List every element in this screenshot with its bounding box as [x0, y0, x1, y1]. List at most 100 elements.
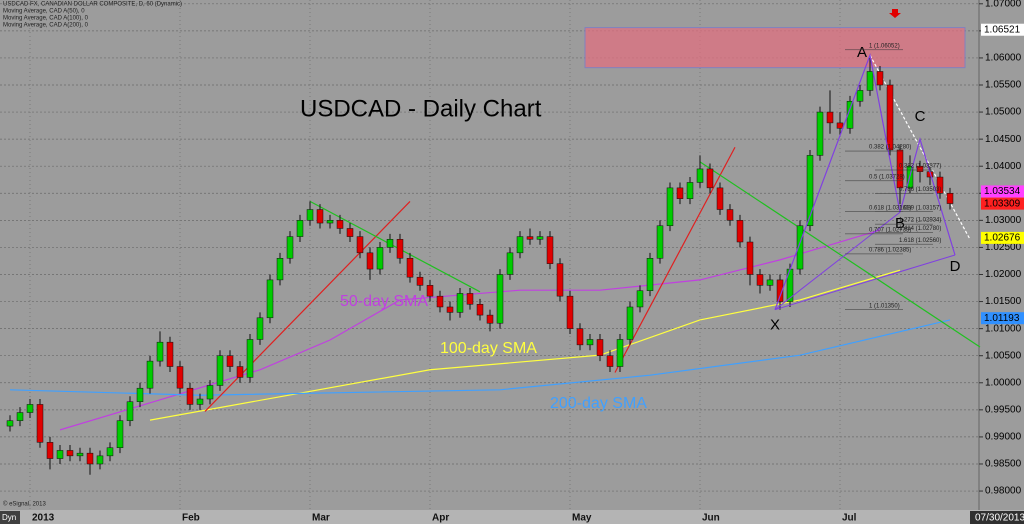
candle-body	[326, 220, 334, 224]
candle-body	[566, 295, 574, 329]
fib-label: 1.414 (1.02780)	[899, 226, 941, 232]
price-tag-label: 1.03534	[984, 186, 1021, 197]
candle-body	[726, 209, 734, 221]
candle-body	[576, 328, 584, 346]
candle-body	[296, 220, 304, 237]
y-tick-label: 1.04500	[985, 134, 1022, 145]
candle-body	[456, 293, 464, 313]
candle-body	[946, 193, 954, 204]
candle-body	[746, 241, 754, 275]
candle-body	[686, 182, 694, 199]
candle-body	[736, 220, 744, 243]
candle-body	[116, 420, 124, 448]
price-tag-label: 1.03309	[984, 198, 1021, 209]
candle-body	[546, 236, 554, 264]
x-tick-label: Apr	[432, 513, 449, 524]
y-tick-label: 0.99500	[985, 404, 1022, 415]
candle-body	[826, 111, 834, 124]
sma-line	[149, 269, 901, 421]
corner-label: Dyn	[2, 513, 16, 522]
x-axis-band	[0, 510, 1024, 524]
candle-body	[796, 225, 804, 270]
x-tick-label: Jun	[702, 513, 720, 524]
y-tick-label: 1.06000	[985, 53, 1022, 64]
candle-body	[916, 165, 924, 172]
candle-body	[96, 455, 104, 465]
arrow-icon	[889, 9, 901, 18]
header-line: Moving Average, CAD A(200), 0	[3, 23, 89, 29]
fib-label: 0.382 (1.04280)	[869, 145, 911, 151]
candle-body	[126, 401, 134, 421]
x-tick-label: Feb	[182, 513, 200, 524]
sma-line	[59, 229, 881, 431]
price-tag	[981, 185, 1024, 198]
candle-body	[136, 387, 144, 402]
candle-body	[166, 341, 174, 367]
y-tick-label: 1.02500	[985, 242, 1022, 253]
candle-body	[776, 279, 784, 302]
candle-body	[876, 71, 884, 86]
candle-body	[86, 452, 94, 465]
y-tick-label: 1.05500	[985, 80, 1022, 91]
header-line: USDCAD FX, CANADIAN DOLLAR COMPOSITE, D,…	[3, 2, 182, 8]
candle-body	[466, 293, 474, 305]
candle-body	[146, 360, 154, 389]
date-label: 07/30/2013	[975, 513, 1024, 524]
candle-body	[206, 385, 214, 400]
candle-body	[336, 220, 344, 229]
candle-body	[476, 304, 484, 316]
candle-body	[376, 247, 384, 270]
date-box	[970, 511, 1024, 524]
price-tag-label: 1.02676	[984, 233, 1021, 244]
candle-body	[26, 404, 34, 413]
candle-body	[596, 339, 604, 356]
candle-body	[506, 252, 514, 275]
pattern-label: D	[950, 258, 961, 275]
x-tick-label: 2013	[32, 513, 55, 524]
resistance-zone	[584, 27, 966, 69]
fib-label: 0.5 (1.03728)	[869, 174, 905, 180]
y-tick-label: 1.07000	[985, 0, 1022, 9]
candle-body	[436, 295, 444, 308]
candle-body	[226, 355, 234, 367]
candle-body	[216, 355, 224, 386]
pattern-label: B	[895, 215, 905, 232]
pattern-line	[774, 211, 901, 311]
fib-label: 0.382 (1.03877)	[899, 164, 941, 170]
candle-body	[76, 452, 84, 457]
candle-body	[666, 187, 674, 227]
pattern-line	[774, 254, 956, 311]
candle-body	[526, 236, 534, 240]
candle-body	[346, 228, 354, 237]
candle-body	[936, 176, 944, 194]
sma-label: 50-day SMA	[340, 293, 428, 310]
pattern-label: X	[770, 317, 780, 334]
candle-body	[306, 209, 314, 221]
candle-body	[586, 339, 594, 346]
candle-body	[56, 450, 64, 459]
fib-label: 1.089 (1.03157)	[899, 205, 941, 211]
y-tick-label: 0.98000	[985, 486, 1022, 497]
fib-label: 1.272 (1.02934)	[899, 218, 941, 224]
candle-body	[516, 236, 524, 254]
candle-body	[276, 257, 284, 281]
candle-body	[636, 290, 644, 308]
candle-body	[156, 341, 164, 362]
candle-body	[46, 442, 54, 459]
candle-body	[236, 366, 244, 378]
candle-body	[186, 387, 194, 405]
candle-body	[386, 239, 394, 248]
candle-body	[616, 339, 624, 367]
candle-body	[606, 355, 614, 367]
fib-label: 0.786 (1.03503)	[899, 187, 941, 193]
candle-body	[366, 252, 374, 270]
header-line: Moving Average, CAD A(100), 0	[3, 16, 89, 22]
x-tick-label: May	[572, 513, 592, 524]
sma-line	[9, 319, 951, 396]
candle-body	[646, 257, 654, 291]
candle-body	[316, 209, 324, 224]
candle-body	[446, 306, 454, 313]
candle-body	[256, 317, 264, 340]
candle-body	[486, 314, 494, 324]
candle-body	[246, 339, 254, 378]
